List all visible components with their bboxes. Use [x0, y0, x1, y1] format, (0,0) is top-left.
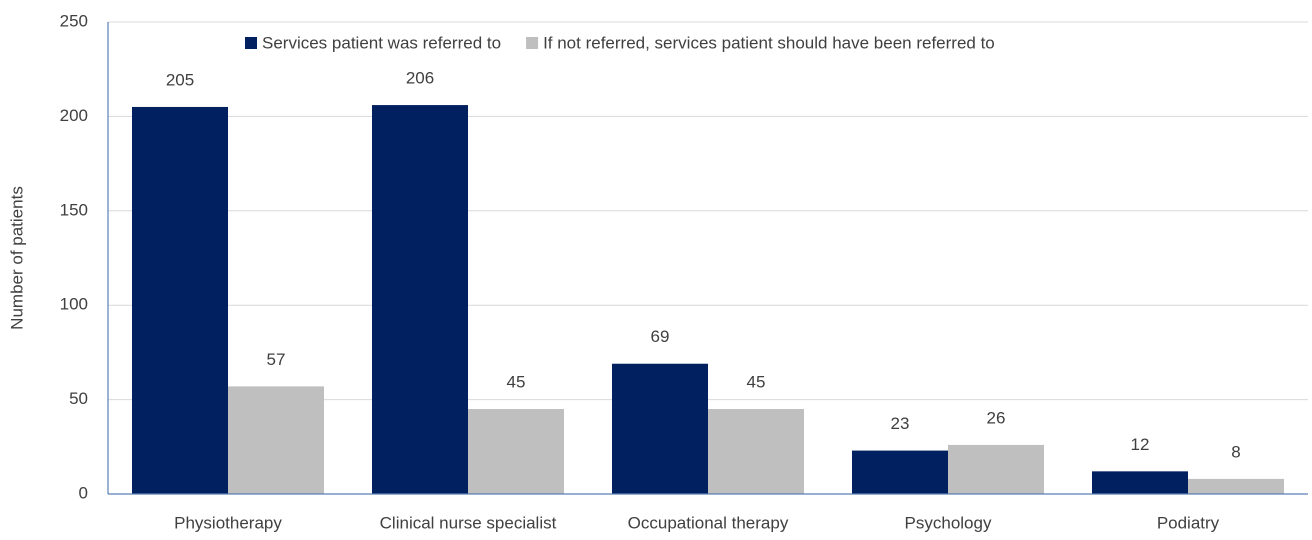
y-tick-label: 250 [60, 11, 88, 30]
data-label: 57 [267, 350, 286, 369]
legend-swatch [526, 37, 539, 49]
bar [228, 386, 324, 494]
bar [132, 106, 228, 495]
y-tick-label: 100 [60, 295, 88, 314]
data-label: 45 [747, 373, 766, 392]
bar [1092, 471, 1188, 494]
x-tick-label: Clinical nurse specialist [380, 513, 557, 532]
y-tick-label: 200 [60, 106, 88, 125]
bar [1188, 478, 1284, 494]
x-tick-label: Psychology [905, 513, 992, 532]
data-label: 12 [1131, 435, 1150, 454]
data-label: 205 [166, 70, 194, 89]
legend-label: Services patient was referred to [262, 33, 501, 52]
bar [948, 444, 1044, 494]
data-label: 23 [891, 414, 910, 433]
data-label: 45 [507, 373, 526, 392]
y-tick-label: 0 [79, 483, 88, 502]
y-tick-label: 50 [69, 389, 88, 408]
x-tick-label: Occupational therapy [628, 513, 789, 532]
bar [468, 409, 564, 494]
y-axis-label: Number of patients [7, 186, 26, 330]
data-label: 26 [987, 408, 1006, 427]
legend-label: If not referred, services patient should… [543, 33, 995, 52]
bar [372, 105, 468, 495]
data-label: 206 [406, 69, 434, 88]
bar [852, 450, 948, 494]
legend-swatch [245, 37, 257, 49]
bar [708, 409, 804, 494]
x-tick-label: Podiatry [1157, 513, 1220, 532]
data-label: 69 [651, 327, 670, 346]
y-tick-label: 150 [60, 200, 88, 219]
bar [612, 363, 708, 494]
data-label: 8 [1231, 442, 1240, 461]
x-tick-label: Physiotherapy [174, 513, 282, 532]
